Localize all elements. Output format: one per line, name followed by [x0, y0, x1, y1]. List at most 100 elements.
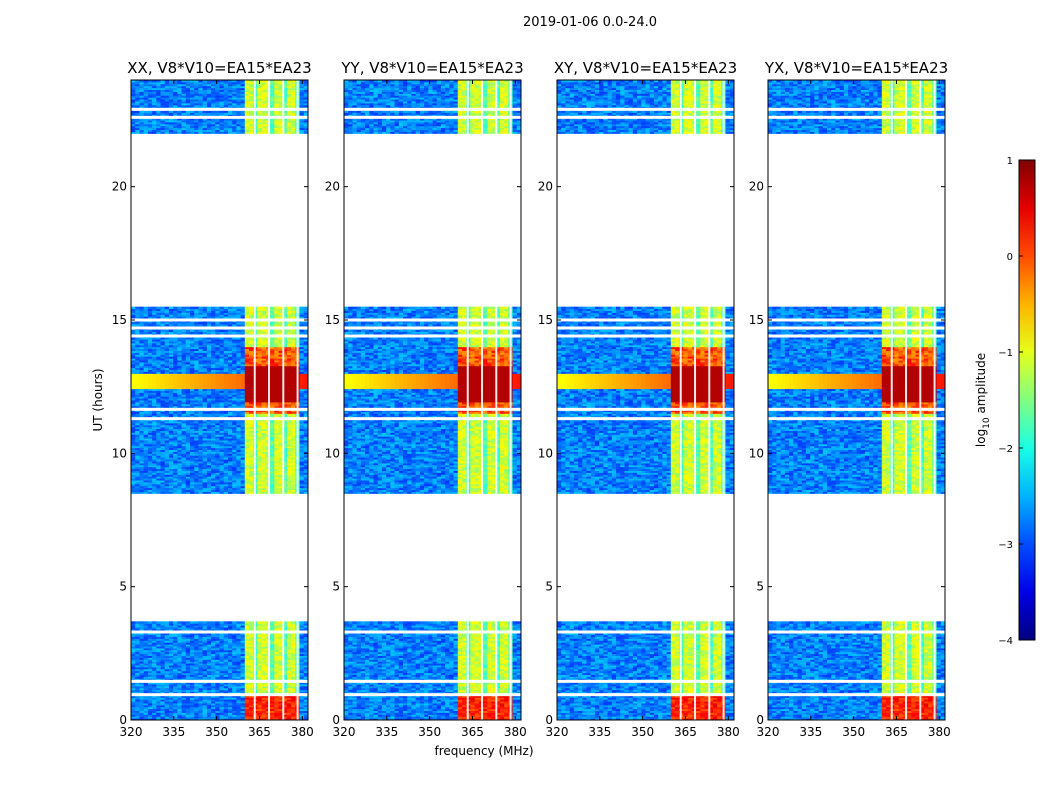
- heatmap-cell: [147, 386, 153, 390]
- heatmap-cell: [206, 403, 212, 407]
- heatmap-cell: [291, 687, 296, 691]
- heatmap-cell: [227, 462, 233, 466]
- heatmap-cell: [274, 704, 279, 708]
- heatmap-cell: [227, 655, 233, 658]
- heatmap-cell: [291, 382, 296, 386]
- heatmap-cell: [173, 702, 178, 706]
- heatmap-cell: [135, 419, 140, 422]
- heatmap-cell: [156, 436, 161, 439]
- heatmap-cell: [135, 651, 140, 655]
- heatmap-cell: [249, 682, 254, 685]
- heatmap-cell: [270, 483, 275, 487]
- heatmap-cell: [249, 691, 254, 694]
- heatmap-cell: [147, 661, 153, 664]
- heatmap-cell: [206, 657, 212, 660]
- heatmap-cell: [168, 664, 174, 668]
- heatmap-cell: [211, 432, 216, 435]
- heatmap-cell: [244, 636, 250, 639]
- heatmap-cell: [135, 428, 140, 431]
- heatmap-cell: [223, 441, 229, 445]
- heatmap-cell: [236, 434, 242, 437]
- heatmap-cell: [244, 668, 250, 672]
- heatmap-cell: [190, 651, 195, 655]
- heatmap-cell: [286, 470, 292, 473]
- heatmap-cell: [198, 699, 204, 702]
- heatmap-cell: [198, 625, 204, 628]
- heatmap-cell: [190, 672, 195, 675]
- heatmap-cell: [215, 481, 220, 485]
- heatmap-cell: [261, 432, 267, 435]
- heatmap-cell: [232, 480, 237, 483]
- heatmap-cell: [152, 430, 157, 433]
- heatmap-cell: [206, 449, 212, 452]
- heatmap-cell: [190, 422, 195, 426]
- heatmap-cell: [173, 672, 178, 675]
- heatmap-cell: [286, 462, 292, 466]
- heatmap-cell: [198, 623, 204, 626]
- heatmap-cell: [173, 706, 178, 710]
- heatmap-cell: [291, 647, 296, 651]
- heatmap-cell: [190, 375, 195, 378]
- heatmap-cell: [278, 689, 284, 693]
- heatmap-cell: [249, 487, 254, 491]
- heatmap-cell: [291, 655, 296, 658]
- heatmap-cell: [185, 415, 191, 418]
- heatmap-cell: [139, 379, 145, 382]
- heatmap-cell: [202, 453, 208, 456]
- heatmap-cell: [206, 373, 212, 376]
- heatmap-cell: [240, 379, 246, 382]
- heatmap-cell: [160, 459, 166, 462]
- heatmap-cell: [173, 682, 178, 685]
- heatmap-cell: [286, 628, 292, 632]
- heatmap-cell: [227, 716, 233, 719]
- heatmap-cell: [135, 377, 140, 380]
- heatmap-cell: [257, 415, 263, 418]
- heatmap-cell: [240, 476, 246, 479]
- heatmap-cell: [270, 653, 275, 656]
- heatmap-cell: [249, 401, 254, 405]
- heatmap-cell: [291, 384, 296, 388]
- heatmap-cell: [215, 625, 220, 628]
- heatmap-cell: [177, 373, 183, 376]
- heatmap-cell: [143, 411, 149, 414]
- heatmap-cell: [299, 466, 305, 470]
- heatmap-cell: [206, 661, 212, 664]
- heatmap-cell: [215, 634, 220, 638]
- heatmap-cell: [143, 438, 149, 441]
- heatmap-cell: [261, 704, 267, 708]
- heatmap-cell: [143, 647, 149, 651]
- heatmap-cell: [219, 419, 225, 422]
- heatmap-cell: [168, 432, 174, 435]
- heatmap-cell: [131, 430, 136, 433]
- heatmap-cell: [168, 668, 174, 672]
- heatmap-cell: [257, 653, 263, 656]
- heatmap-cell: [194, 375, 199, 378]
- heatmap-cell: [173, 441, 178, 445]
- heatmap-cell: [232, 443, 237, 447]
- heatmap-cell: [219, 432, 225, 435]
- heatmap-cell: [223, 649, 229, 653]
- heatmap-cell: [223, 390, 229, 393]
- heatmap-cell: [143, 379, 149, 382]
- heatmap-cell: [282, 655, 288, 658]
- heatmap-cell: [257, 642, 263, 645]
- heatmap-cell: [131, 708, 136, 712]
- heatmap-cell: [135, 647, 140, 651]
- heatmap-cell: [164, 384, 170, 388]
- heatmap-cell: [206, 623, 212, 626]
- heatmap-cell: [131, 480, 136, 483]
- heatmap-cell: [181, 462, 187, 466]
- heatmap-cell: [131, 413, 136, 416]
- heatmap-cell: [190, 394, 195, 397]
- heatmap-cell: [232, 651, 237, 655]
- heatmap-cell: [168, 445, 174, 449]
- heatmap-cell: [278, 415, 284, 418]
- heatmap-cell: [274, 386, 279, 390]
- heatmap-cell: [202, 708, 208, 712]
- heatmap-cell: [282, 392, 288, 395]
- heatmap-cell: [232, 689, 237, 693]
- heatmap-cell: [270, 384, 275, 388]
- heatmap-cell: [227, 470, 233, 473]
- heatmap-cell: [249, 489, 254, 492]
- heatmap-cell: [236, 468, 242, 471]
